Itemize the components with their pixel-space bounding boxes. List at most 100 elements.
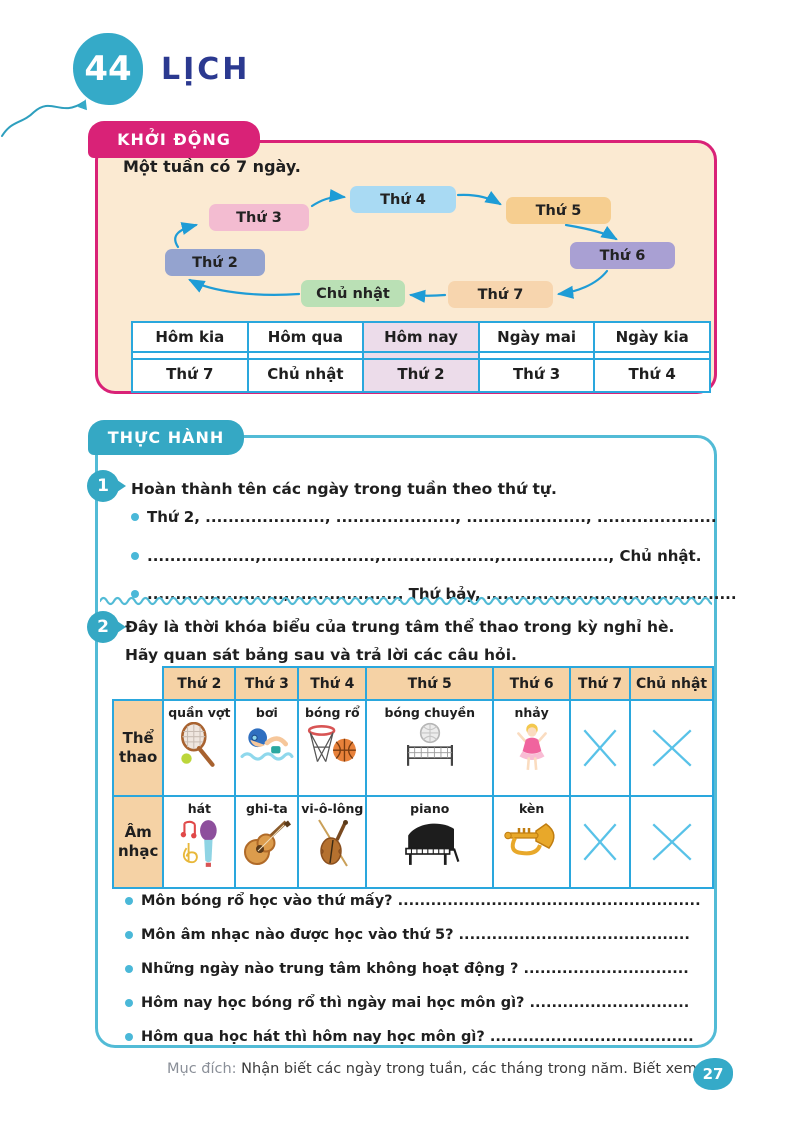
day-box-mon: Thứ 2	[165, 249, 265, 276]
table-column: Ngày mai Thứ 3	[477, 323, 594, 391]
day-label: Thứ 2	[192, 254, 238, 271]
footer-purpose-text: Nhận biết các ngày trong tuần, các tháng…	[241, 1061, 732, 1077]
timetable-cell: bơi	[234, 699, 300, 797]
basketball-hoop-icon	[308, 725, 357, 762]
lesson-number: 44	[84, 49, 132, 89]
sports-center-timetable: Thứ 2 Thứ 3 Thứ 4 Thứ 5 Thứ 6 Thứ 7 Chủ …	[111, 666, 714, 889]
activity-name: bóng rổ	[305, 705, 360, 720]
timetable-day-header: Thứ 6	[492, 666, 572, 701]
timetable-day-header: Thứ 2	[162, 666, 237, 701]
warmup-badge: KHỞI ĐỘNG	[88, 121, 260, 158]
activity-name: piano	[410, 801, 450, 816]
bullet-dot-icon	[131, 513, 139, 521]
fill-in-text: Thứ 2, ....................., ..........…	[147, 508, 717, 526]
day-label: Thứ 7	[477, 286, 524, 303]
practice-panel: Hoàn thành tên các ngày trong tuần theo …	[95, 435, 737, 1048]
question-text: Hôm qua học hát thì hôm nay học môn gì? …	[141, 1029, 694, 1045]
question-text: Hôm nay học bóng rổ thì ngày mai học môn…	[141, 995, 690, 1011]
ballet-dancer-icon	[516, 723, 547, 771]
day-label: Chủ nhật	[316, 285, 390, 302]
timetable-cell: ghi-ta	[234, 795, 300, 889]
timetable-cell-closed	[629, 795, 714, 889]
timetable-cell: nhảy	[492, 699, 572, 797]
activity-name: bơi	[255, 705, 278, 720]
timetable-row-label-music: Âm nhạc	[111, 795, 165, 889]
footer: Mục đích: Nhận biết các ngày trong tuần,…	[167, 1061, 731, 1077]
exercise-2-marker: 2	[87, 611, 126, 643]
exercise-number: 1	[97, 476, 109, 496]
column-header: Ngày mai	[479, 323, 594, 353]
fill-in-line: ...................,....................…	[131, 547, 701, 565]
timetable-day-header: Chủ nhật	[629, 666, 714, 701]
activity-name: kèn	[518, 801, 545, 816]
timetable-day-header: Thứ 3	[234, 666, 300, 701]
column-value: Thứ 4	[595, 358, 709, 388]
activity-name: nhảy	[514, 705, 549, 720]
page-number: 27	[702, 1065, 724, 1083]
timetable-day-header: Thứ 4	[297, 666, 368, 701]
balloon-string	[1, 101, 85, 137]
microphone-notes-icon	[181, 820, 218, 867]
question-line: Hôm qua học hát thì hôm nay học môn gì? …	[125, 1029, 694, 1045]
practice-badge: THỰC HÀNH	[88, 420, 244, 455]
exercise-2-prompt-line1: Đây là thời khóa biểu của trung tâm thể …	[125, 618, 675, 636]
timetable-cell: vi-ô-lông	[297, 795, 368, 889]
timetable-day-header: Thứ 5	[365, 666, 495, 701]
table-column: Hôm qua Chủ nhật	[246, 323, 363, 391]
day-label: Thứ 3	[236, 209, 282, 226]
trumpet-icon	[503, 823, 555, 856]
activity-name: ghi-ta	[245, 801, 288, 816]
x-mark-icon	[651, 823, 692, 861]
swimmer-icon	[240, 728, 294, 761]
fill-in-text: ........................,...............…	[147, 585, 737, 603]
timetable-cell: quần vợt	[162, 699, 237, 797]
timetable-cell: piano	[365, 795, 495, 889]
timetable-cell-closed	[569, 699, 632, 797]
exercise-number: 2	[97, 617, 109, 637]
question-text: Những ngày nào trung tâm không hoạt động…	[141, 961, 689, 977]
x-mark-icon	[651, 729, 692, 767]
fill-in-line: ........................,...............…	[131, 585, 737, 603]
table-column-today-highlight: Hôm nay Thứ 2	[362, 323, 478, 391]
column-header: Hôm nay	[364, 323, 478, 353]
bullet-dot-icon	[125, 897, 133, 905]
activity-name: hát	[187, 801, 212, 816]
piano-icon	[404, 823, 460, 865]
question-line: Môn âm nhạc nào được học vào thứ 5? ....…	[125, 927, 690, 943]
timetable-cell: bóng rổ	[297, 699, 368, 797]
fill-in-line: Thứ 2, ....................., ..........…	[131, 508, 717, 526]
footer-purpose-label: Mục đích:	[167, 1061, 237, 1077]
tennis-racket-icon	[181, 722, 215, 767]
day-label: Thứ 4	[380, 191, 426, 208]
exercise-2-prompt-line2: Hãy quan sát bảng sau và trả lời các câu…	[125, 646, 517, 664]
column-header: Ngày kia	[595, 323, 709, 353]
column-value: Thứ 2	[364, 358, 478, 388]
timetable-row-label-sports: Thể thao	[111, 699, 165, 797]
warmup-panel: Một tuần có 7 ngày. Thứ 2 Thứ 3 Thứ 4 Th…	[95, 140, 717, 394]
relative-day-table: Hôm kia Thứ 7 Hôm qua Chủ nhật Hôm nay T…	[131, 321, 711, 393]
day-box-wed: Thứ 4	[350, 186, 456, 213]
question-line: Môn bóng rổ học vào thứ mấy? ...........…	[125, 893, 701, 909]
column-value: Chủ nhật	[248, 358, 363, 388]
page-title: LỊCH	[161, 52, 251, 87]
lesson-number-balloon: 44	[73, 33, 143, 105]
exercise-1-marker: 1	[87, 470, 126, 502]
bullet-dot-icon	[125, 965, 133, 973]
timetable-corner-cell	[113, 667, 163, 700]
question-text: Môn bóng rổ học vào thứ mấy? ...........…	[141, 893, 701, 909]
bullet-dot-icon	[125, 1033, 133, 1041]
bullet-dot-icon	[131, 590, 139, 598]
activity-name: quần vợt	[168, 705, 231, 720]
fill-in-text: ...................,....................…	[147, 547, 702, 565]
page-number-badge: 27	[693, 1058, 733, 1090]
table-column: Ngày kia Thứ 4	[593, 323, 709, 391]
wavy-divider	[100, 596, 712, 606]
day-box-sun: Chủ nhật	[301, 280, 405, 307]
question-line: Hôm nay học bóng rổ thì ngày mai học môn…	[125, 995, 689, 1011]
column-value: Thứ 7	[133, 358, 247, 388]
bullet-dot-icon	[125, 999, 133, 1007]
timetable-day-header: Thứ 7	[569, 666, 632, 701]
violin-icon	[318, 819, 349, 867]
x-mark-icon	[583, 729, 617, 767]
day-box-sat: Thứ 7	[448, 281, 553, 308]
